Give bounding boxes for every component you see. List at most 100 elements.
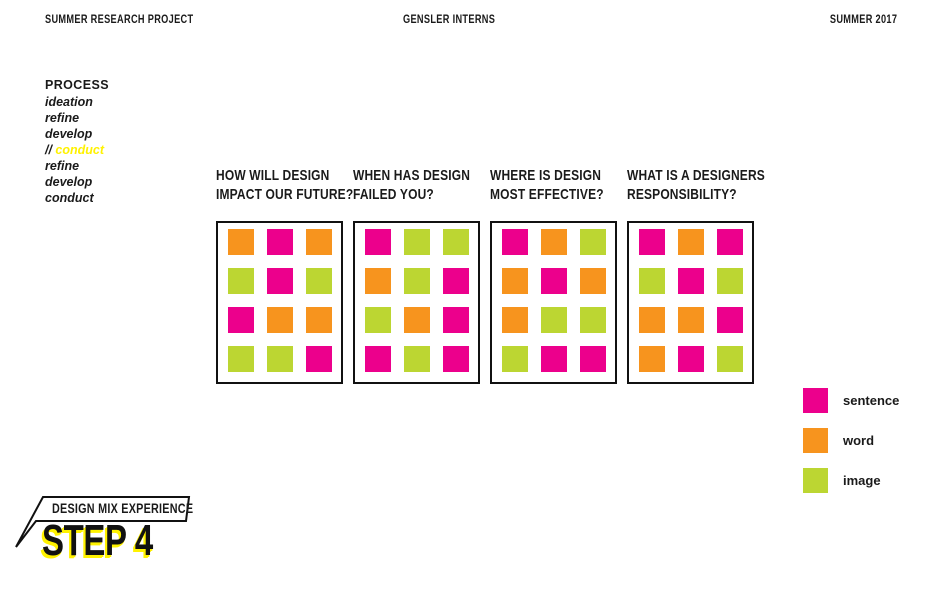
process-item: refine (45, 158, 109, 174)
tile-word (638, 346, 665, 372)
process-item-label: refine (45, 159, 80, 173)
tile-image (403, 346, 430, 372)
header-project-title: SUMMER RESEARCH PROJECT (45, 14, 231, 26)
tile-sentence (305, 346, 332, 372)
tile-word (501, 307, 528, 333)
process-item-label: ideation (45, 95, 93, 109)
legend-label: sentence (843, 393, 900, 408)
tile-sentence (501, 229, 528, 255)
tile-sentence (442, 268, 469, 294)
tile-sentence (677, 346, 704, 372)
tile-image (227, 268, 254, 294)
process-item-label: conduct (55, 143, 105, 157)
header-left-text: SUMMER RESEARCH PROJECT (45, 14, 194, 26)
header-team-title: GENSLER INTERNS (403, 14, 518, 26)
question-panel: WHAT IS A DESIGNERS RESPONSIBILITY? (627, 166, 765, 384)
tile-image (540, 307, 567, 333)
tile-word (677, 229, 704, 255)
tile-image (442, 229, 469, 255)
process-items: ideation refine develop// conduct refine dev… (45, 94, 109, 206)
tile-sentence (638, 229, 665, 255)
question-title-line: HOW WILL DESIGN (216, 167, 330, 184)
question-title-line: WHERE IS DESIGN (490, 167, 602, 184)
question-title-line: WHAT IS A DESIGNERS (627, 167, 765, 184)
question-title-line: FAILED YOU? (353, 186, 434, 203)
header-center-text: GENSLER INTERNS (403, 14, 496, 26)
question-title: WHAT IS A DESIGNERS RESPONSIBILITY? (627, 166, 765, 204)
tile-sentence (266, 229, 293, 255)
tile-sentence (442, 346, 469, 372)
design-mix-experience-text: DESIGN MIX EXPERIENCE (52, 501, 194, 516)
tile-sentence (364, 229, 391, 255)
tile-image (716, 346, 743, 372)
question-panel: HOW WILL DESIGN IMPACT OUR FUTURE? (216, 166, 353, 384)
tile-image (266, 346, 293, 372)
tile-word (305, 307, 332, 333)
process-item-label: refine (45, 111, 80, 125)
tile-image (638, 268, 665, 294)
process-item: conduct (45, 190, 109, 206)
process-item-label: conduct (45, 191, 94, 205)
tile-sentence (442, 307, 469, 333)
legend-swatch-sentence (803, 388, 828, 413)
question-panel: WHEN HAS DESIGN FAILED YOU? (353, 166, 480, 384)
tile-sentence (364, 346, 391, 372)
design-mix-experience-label: DESIGN MIX EXPERIENCE (52, 501, 229, 516)
tile-image (501, 346, 528, 372)
process-item-prefix: // (45, 143, 56, 157)
speech-bubble (15, 496, 191, 548)
tile-word (501, 268, 528, 294)
tile-image (403, 268, 430, 294)
tile-image (716, 268, 743, 294)
tile-word (305, 229, 332, 255)
tile-sentence (266, 268, 293, 294)
tile-word (540, 229, 567, 255)
tile-grid (627, 221, 754, 384)
tile-grid (490, 221, 617, 384)
question-title-line: IMPACT OUR FUTURE? (216, 186, 354, 203)
tile-grid (353, 221, 480, 384)
tile-image (364, 307, 391, 333)
tile-word (638, 307, 665, 333)
legend-swatch-image (803, 468, 828, 493)
tile-sentence (579, 346, 606, 372)
tile-word (227, 229, 254, 255)
question-title-line: WHEN HAS DESIGN (353, 167, 471, 184)
tile-image (305, 268, 332, 294)
legend-item-image: image (803, 468, 899, 493)
question-title: WHEN HAS DESIGN FAILED YOU? (353, 166, 470, 204)
process-item: ideation (45, 94, 109, 110)
legend-label: word (843, 433, 875, 448)
tile-sentence (716, 307, 743, 333)
tile-sentence (716, 229, 743, 255)
process-title: PROCESS (45, 78, 109, 92)
process-item: develop (45, 126, 109, 142)
tile-grid (216, 221, 343, 384)
step-title-text: STEP 4 (42, 516, 153, 565)
tile-word (364, 268, 391, 294)
process-list: PROCESS ideation refine develop// conduct r… (45, 77, 109, 206)
tile-word (403, 307, 430, 333)
tile-word (266, 307, 293, 333)
question-title-line: MOST EFFECTIVE? (490, 186, 604, 203)
legend-label: image (843, 473, 881, 488)
tile-sentence (540, 346, 567, 372)
legend: sentence word image (803, 388, 899, 508)
tile-image (227, 346, 254, 372)
question-title: HOW WILL DESIGN IMPACT OUR FUTURE? (216, 166, 353, 204)
legend-swatch-word (803, 428, 828, 453)
tile-sentence (227, 307, 254, 333)
process-item: // conduct (45, 142, 109, 158)
process-item-label: develop (45, 127, 93, 141)
process-item: refine (45, 110, 109, 126)
header-right-text: SUMMER 2017 (829, 14, 897, 26)
header-date: SUMMER 2017 (813, 14, 897, 26)
step-title: STEP 4 (42, 519, 190, 563)
legend-item-word: word (803, 428, 899, 453)
tile-image (579, 307, 606, 333)
tile-image (579, 229, 606, 255)
tile-word (579, 268, 606, 294)
process-item-label: develop (45, 175, 93, 189)
legend-item-sentence: sentence (803, 388, 899, 413)
